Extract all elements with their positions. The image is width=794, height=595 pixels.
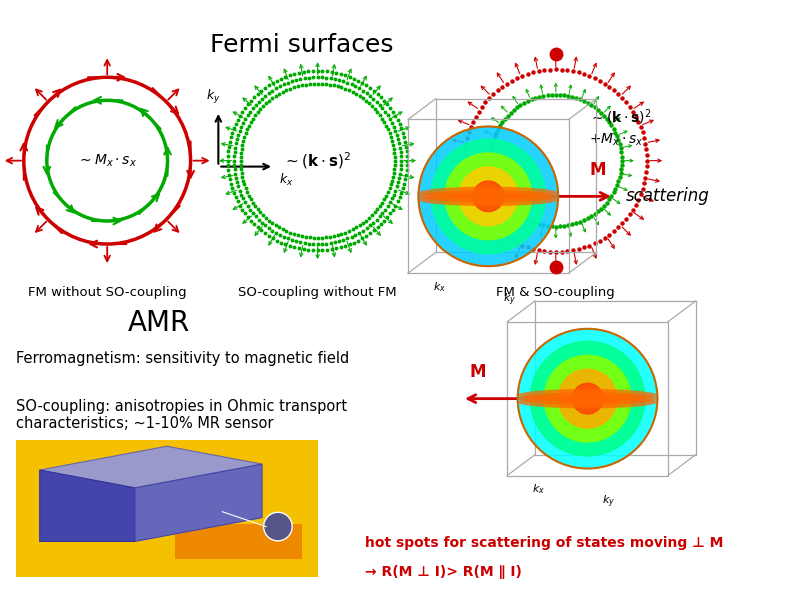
Ellipse shape (418, 193, 558, 206)
Circle shape (445, 153, 532, 240)
Ellipse shape (518, 396, 657, 408)
Circle shape (530, 342, 645, 456)
Text: $k_y$: $k_y$ (602, 494, 615, 510)
Text: $k_y$: $k_y$ (206, 88, 221, 106)
Text: AMR: AMR (128, 309, 190, 337)
Circle shape (459, 167, 518, 226)
Circle shape (431, 139, 545, 253)
Ellipse shape (518, 392, 657, 405)
Text: $\sim M_x \cdot s_x$: $\sim M_x \cdot s_x$ (77, 152, 137, 169)
Circle shape (473, 181, 503, 212)
Text: $k_x$: $k_x$ (279, 171, 294, 187)
Text: FM without SO-coupling: FM without SO-coupling (28, 286, 187, 299)
Text: $k_y$: $k_y$ (503, 292, 516, 308)
Text: FM & SO-coupling: FM & SO-coupling (496, 286, 615, 299)
Text: $\sim(\mathbf{k} \cdot \mathbf{s})^2$: $\sim(\mathbf{k} \cdot \mathbf{s})^2$ (283, 151, 352, 171)
Text: scattering: scattering (626, 187, 709, 205)
Text: Fermi surfaces: Fermi surfaces (210, 33, 394, 57)
Circle shape (572, 383, 603, 414)
Ellipse shape (418, 190, 558, 203)
Ellipse shape (418, 187, 558, 199)
Text: $k_x$: $k_x$ (433, 280, 446, 294)
Text: hot spots for scattering of states moving ⊥ M: hot spots for scattering of states movin… (365, 536, 723, 550)
Text: SO-coupling without FM: SO-coupling without FM (238, 286, 397, 299)
Circle shape (544, 355, 631, 442)
Polygon shape (135, 464, 262, 541)
Circle shape (418, 127, 558, 266)
Circle shape (518, 329, 657, 468)
Polygon shape (40, 446, 262, 488)
Text: Ferromagnetism: sensitivity to magnetic field: Ferromagnetism: sensitivity to magnetic … (16, 351, 349, 366)
Polygon shape (175, 524, 302, 559)
FancyBboxPatch shape (16, 440, 318, 577)
Polygon shape (40, 470, 135, 541)
Circle shape (264, 512, 292, 541)
Ellipse shape (518, 389, 657, 402)
Text: $\sim(\mathbf{k} \cdot \mathbf{s})^2$
$+ M_x \cdot s_x$: $\sim(\mathbf{k} \cdot \mathbf{s})^2$ $+… (588, 107, 651, 148)
Text: M: M (469, 363, 486, 381)
Text: $k_x$: $k_x$ (532, 483, 545, 496)
Text: SO-coupling: anisotropies in Ohmic transport
characteristics; ~1-10% MR sensor: SO-coupling: anisotropies in Ohmic trans… (16, 399, 347, 431)
Text: M: M (590, 161, 607, 178)
Text: → R(M ⊥ I)> R(M ∥ I): → R(M ⊥ I)> R(M ∥ I) (365, 565, 522, 580)
Circle shape (558, 369, 617, 428)
